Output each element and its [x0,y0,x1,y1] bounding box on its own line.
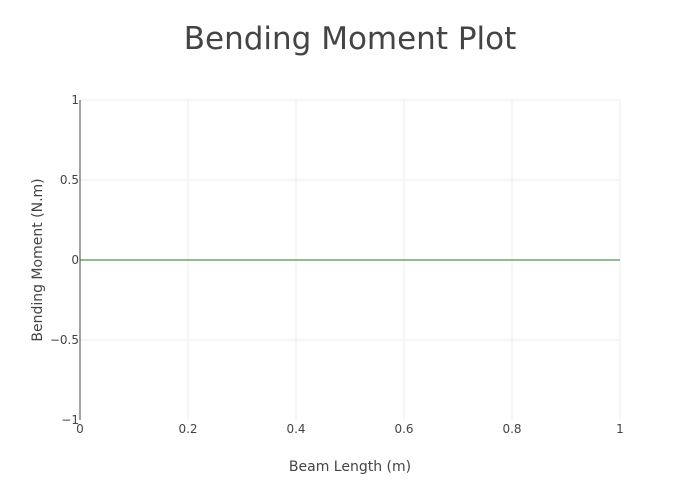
y-tick-label: 0 [71,253,79,267]
x-tick-label: 0.4 [286,422,305,436]
x-tick-label: 0 [76,422,84,436]
y-tick-label: −0.5 [50,333,79,347]
y-tick-labels: 1 0.5 0 −0.5 −1 [50,93,79,427]
x-tick-labels: 0 0.2 0.4 0.6 0.8 1 [76,422,624,436]
x-axis-title: Beam Length (m) [289,459,411,475]
x-tick-label: 0.8 [502,422,521,436]
x-tick-label: 0.2 [178,422,197,436]
y-tick-label: 0.5 [60,173,79,187]
y-tick-label: 1 [71,93,79,107]
chart-title: Bending Moment Plot [184,21,517,57]
y-axis-title: Bending Moment (N.m) [30,178,46,341]
x-tick-label: 1 [616,422,624,436]
x-tick-label: 0.6 [394,422,413,436]
y-tick-label: −1 [61,413,79,427]
